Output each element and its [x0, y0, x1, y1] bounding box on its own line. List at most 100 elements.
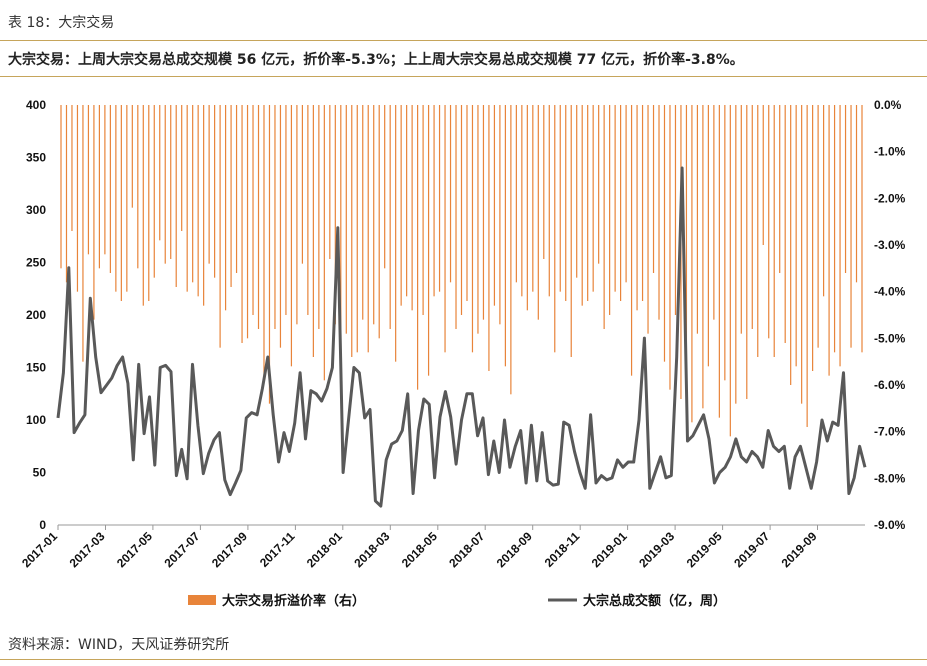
x-tick-label: 2017-01 — [19, 529, 60, 570]
rebate-bar — [833, 105, 836, 353]
rebate-bar — [702, 105, 704, 409]
y-right-tick-label: -3.0% — [874, 238, 906, 252]
x-tick-label: 2019-05 — [684, 529, 725, 570]
rebate-bar — [197, 105, 199, 297]
rebate-bar — [620, 105, 622, 301]
rebate-bar — [378, 105, 380, 339]
rebate-bar — [482, 105, 485, 320]
rebate-bar — [455, 105, 457, 329]
rebate-bar — [592, 105, 594, 292]
rebate-bar — [153, 105, 155, 278]
summary-rule — [0, 76, 927, 77]
rebate-bar — [729, 105, 731, 437]
rebate-bar — [192, 105, 194, 283]
rebate-bar — [340, 105, 342, 343]
rebate-bar — [318, 105, 320, 329]
x-tick-label: 2017-09 — [209, 529, 250, 570]
rebate-bar — [301, 105, 303, 264]
rebate-bar — [603, 105, 605, 329]
rebate-bar — [537, 105, 539, 320]
rebate-bar — [131, 105, 133, 208]
rebate-bar — [186, 105, 188, 292]
rebate-bar — [685, 105, 688, 371]
source-note: 资料来源：WIND，天风证券研究所 — [8, 637, 230, 653]
rebate-bar — [175, 105, 177, 287]
rebate-bar — [235, 105, 238, 273]
rebate-bar — [148, 105, 150, 301]
rebate-bar — [334, 105, 336, 325]
rebate-bar — [652, 105, 655, 273]
rebate-bar — [87, 105, 90, 255]
rebate-bar — [208, 105, 210, 264]
x-tick-label: 2019-03 — [636, 529, 677, 570]
rebate-bar — [663, 105, 666, 362]
rebate-bar — [214, 105, 216, 278]
rebate-bar — [636, 105, 638, 311]
rebate-bar — [581, 105, 583, 306]
rebate-bar — [120, 105, 122, 301]
rebate-bar — [285, 105, 287, 315]
y-right-tick-label: -8.0% — [874, 471, 906, 485]
rebate-bar — [290, 105, 293, 367]
rebate-bar — [411, 105, 413, 311]
turnover-line — [56, 166, 867, 508]
legend-label-bar: 大宗交易折溢价率（右） — [222, 593, 365, 609]
rebate-bar — [713, 105, 715, 320]
y-left-tick-label: 100 — [26, 413, 46, 427]
rebate-bar — [460, 105, 463, 315]
rebate-bar — [587, 105, 589, 301]
rebate-bar — [296, 105, 298, 325]
rebate-bar — [389, 105, 391, 329]
rebate-bar — [323, 105, 325, 381]
rebate-bar — [263, 105, 265, 376]
rebate-bar — [746, 105, 748, 399]
rebate-bar — [784, 105, 786, 343]
rebate-bar — [427, 105, 430, 376]
rebate-bar — [570, 105, 572, 357]
x-tick-label: 2019-07 — [731, 529, 772, 570]
y-left-tick-label: 250 — [26, 256, 46, 270]
x-tick-label: 2018-09 — [494, 529, 535, 570]
rebate-bar — [773, 105, 775, 357]
rebate-bar — [466, 105, 468, 301]
rebate-bar — [614, 105, 616, 292]
rebate-bar — [724, 105, 726, 381]
rebate-bar — [707, 105, 709, 367]
rebate-bar — [406, 105, 408, 297]
rebate-bar — [515, 105, 517, 283]
y-left-tick-label: 150 — [26, 361, 46, 375]
y-right-tick-label: -7.0% — [874, 425, 906, 439]
rebate-bar — [224, 105, 227, 311]
y-left-tick-label: 200 — [26, 308, 46, 322]
rebate-bar — [658, 105, 660, 320]
rebate-bar — [795, 105, 797, 367]
rebate-bar — [82, 105, 84, 362]
legend-swatch-bar — [188, 595, 216, 605]
rebate-bar — [510, 105, 512, 395]
rebate-bar — [422, 105, 424, 315]
rebate-bar — [801, 105, 803, 404]
rebate-bar — [241, 105, 243, 343]
rebate-bar — [268, 105, 271, 404]
rebate-bar — [828, 105, 830, 376]
rebate-bar — [477, 105, 479, 334]
rebate-bar — [444, 105, 446, 353]
rebate-bar — [817, 105, 819, 348]
rebate-bar — [861, 105, 863, 353]
rebate-bar — [181, 105, 183, 231]
rebate-bar — [246, 105, 249, 339]
rebate-bar — [279, 105, 282, 348]
rebate-bar — [329, 105, 331, 259]
y-left-tick-label: 300 — [26, 203, 46, 217]
rebate-bar — [203, 105, 205, 306]
rebate-bar — [559, 105, 561, 292]
rebate-bar — [126, 105, 128, 292]
rebate-bar — [844, 105, 847, 273]
y-right-tick-label: -1.0% — [874, 145, 906, 159]
rebate-bar — [417, 105, 419, 390]
x-tick-label: 2019-09 — [779, 529, 820, 570]
rebate-bar — [718, 105, 720, 418]
rebate-bar — [137, 105, 139, 269]
rebate-bar — [554, 105, 556, 353]
rebate-bar — [115, 105, 117, 292]
